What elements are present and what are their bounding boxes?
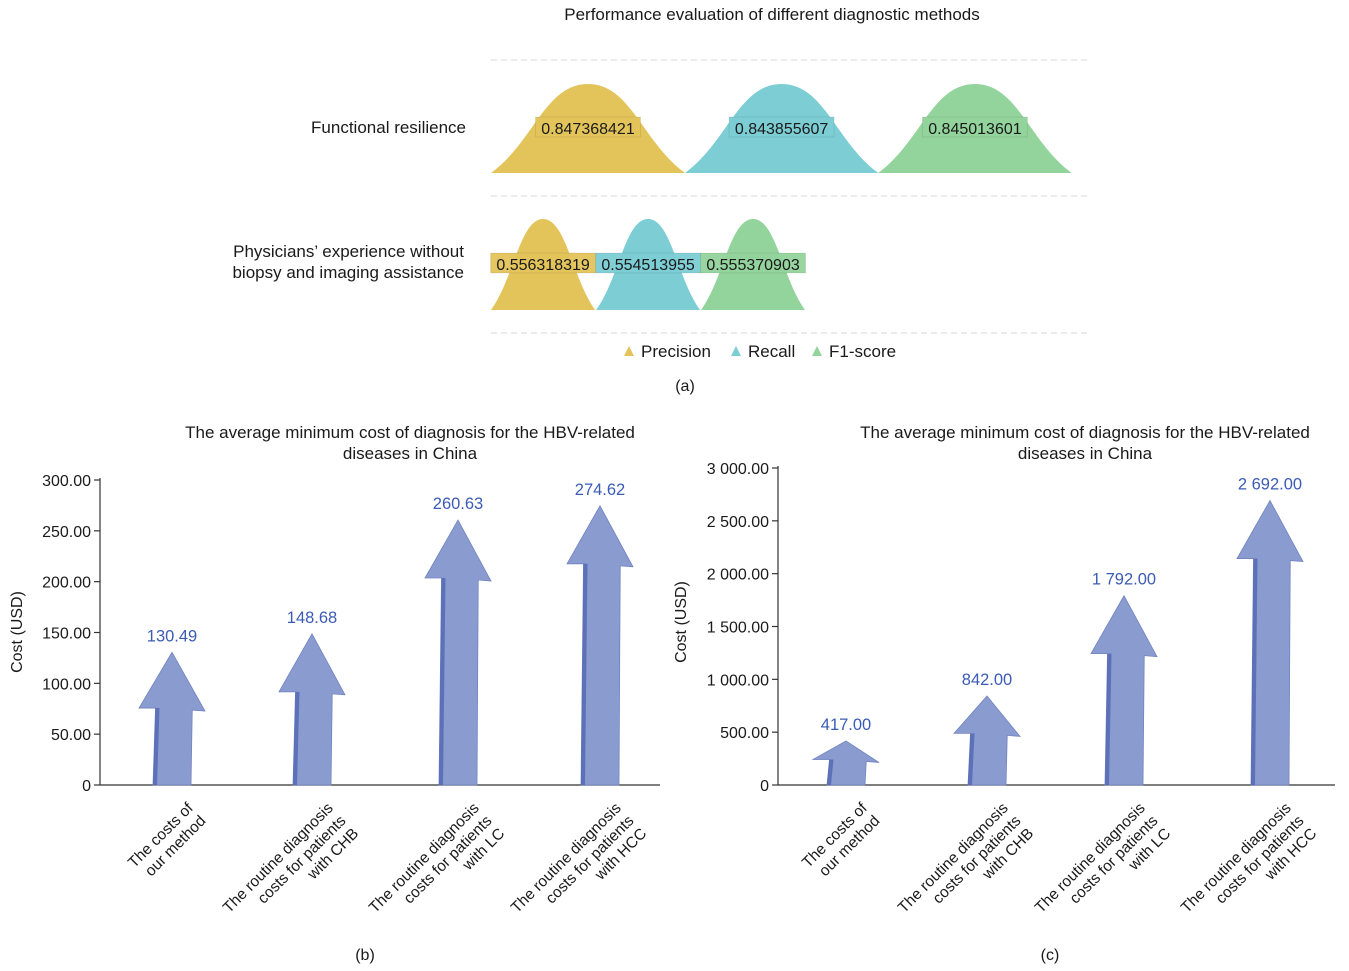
legend-swatch (731, 346, 741, 356)
arrow-edge (153, 708, 160, 785)
y-tick-label: 2 000.00 (707, 567, 769, 584)
x-tick-label: The costs ofour method (799, 799, 884, 884)
y-tick-label: 0 (760, 778, 769, 795)
y-tick-label: 50.00 (51, 727, 91, 744)
x-tick-label: The routine diagnosiscosts for patientsw… (895, 800, 1037, 942)
legend-label: Precision (641, 342, 711, 361)
y-axis-label: Cost (USD) (9, 591, 26, 673)
bar-arrow (953, 695, 1021, 786)
arrow-body (278, 633, 346, 786)
value-label-bg (921, 116, 1028, 138)
arrow-edge (1251, 558, 1258, 785)
x-tick-label: The routine diagnosiscosts for patientsw… (220, 800, 362, 942)
data-label: 2 692.00 (1238, 476, 1302, 494)
value-label: 0.554513955 (601, 257, 695, 274)
data-label: 148.68 (287, 609, 337, 627)
row-label: Physicians’ experience without biopsy and… (232, 242, 464, 282)
arrow-edge (827, 759, 834, 785)
x-tick-label: The costs ofour method (125, 799, 210, 884)
data-label: 1 792.00 (1092, 571, 1156, 589)
legend-label: F1-score (829, 342, 896, 361)
x-tick-label: The routine diagnosiscosts for patientsw… (1178, 800, 1320, 942)
arrow-edge (439, 578, 446, 785)
chart-a-title: Performance evaluation of different diag… (564, 5, 980, 24)
y-tick-label: 500.00 (720, 725, 769, 742)
bar-arrow (1236, 499, 1304, 786)
y-tick-label: 0 (82, 778, 91, 795)
value-label-bg (490, 252, 597, 274)
bar-arrow (138, 651, 206, 786)
arrow-body (424, 519, 492, 786)
value-label: 0.556318319 (496, 257, 590, 274)
legend-item-precision: Precision (624, 342, 711, 361)
x-tick-label: The routine diagnosiscosts for patientsw… (366, 800, 508, 942)
value-label: 0.845013601 (928, 121, 1022, 138)
chart-a-legend: Precision Recall F1-score (624, 342, 896, 361)
value-label: 0.847368421 (541, 121, 635, 138)
y-tick-label: 2 500.00 (707, 514, 769, 531)
data-label: 842.00 (962, 671, 1012, 689)
panel-c: The average minimum cost of diagnosis fo… (673, 423, 1335, 964)
chart-sublabel: (b) (355, 947, 375, 964)
legend-swatch (812, 346, 822, 356)
y-tick-label: 150.00 (42, 626, 91, 643)
panel-b: The average minimum cost of diagnosis fo… (9, 423, 660, 964)
y-tick-label: 1 000.00 (707, 672, 769, 689)
y-tick-label: 200.00 (42, 575, 91, 592)
data-label: 274.62 (575, 481, 625, 499)
legend-label: Recall (748, 342, 795, 361)
value-label-bg (700, 252, 807, 274)
arrow-edge (581, 563, 588, 785)
bar-arrow (278, 633, 346, 786)
arrow-body (1090, 594, 1158, 786)
value-label-bg (728, 116, 835, 138)
chart-title: The average minimum cost of diagnosis fo… (860, 423, 1310, 463)
y-tick-label: 250.00 (42, 524, 91, 541)
chart-a-sublabel: (a) (675, 378, 695, 395)
value-label: 0.843855607 (735, 121, 829, 138)
y-tick-label: 3 000.00 (707, 461, 769, 478)
data-label: 417.00 (821, 716, 871, 734)
arrow-body (566, 504, 634, 786)
chart-sublabel: (c) (1041, 947, 1060, 964)
legend-swatch (624, 346, 634, 356)
bar-arrow (1090, 594, 1158, 786)
y-axis-label: Cost (USD) (673, 581, 690, 663)
y-tick-label: 1 500.00 (707, 620, 769, 637)
arrow-body (811, 740, 880, 786)
y-tick-label: 100.00 (42, 676, 91, 693)
bar-arrow (566, 504, 634, 786)
bar-arrow (811, 740, 880, 786)
x-tick-label: The routine diagnosiscosts for patientsw… (1032, 800, 1174, 942)
row-label: Functional resilience (311, 118, 466, 137)
chart-a-rows: Functional resilience 0.847368421 0.843855… (232, 84, 1072, 310)
value-label-bg (535, 116, 641, 138)
x-tick-label: The routine diagnosiscosts for patientsw… (508, 800, 650, 942)
value-label: 0.555370903 (706, 257, 800, 274)
legend-item-f1-score: F1-score (812, 342, 896, 361)
data-label: 260.63 (433, 495, 483, 513)
panel-a: Performance evaluation of different diag… (232, 5, 1087, 395)
chart-title: The average minimum cost of diagnosis fo… (185, 423, 635, 463)
chart-a-row: Physicians’ experience without biopsy and… (232, 219, 807, 310)
arrow-edge (968, 733, 975, 785)
legend-item-recall: Recall (731, 342, 795, 361)
arrow-body (1236, 499, 1304, 786)
y-tick-label: 300.00 (42, 473, 91, 490)
bar-arrow (424, 519, 492, 786)
arrow-body (138, 651, 206, 786)
arrow-edge (293, 691, 300, 785)
chart-a-row: Functional resilience 0.847368421 0.843855… (311, 84, 1072, 173)
data-label: 130.49 (147, 627, 197, 645)
arrow-body (953, 695, 1021, 786)
arrow-edge (1105, 653, 1112, 785)
